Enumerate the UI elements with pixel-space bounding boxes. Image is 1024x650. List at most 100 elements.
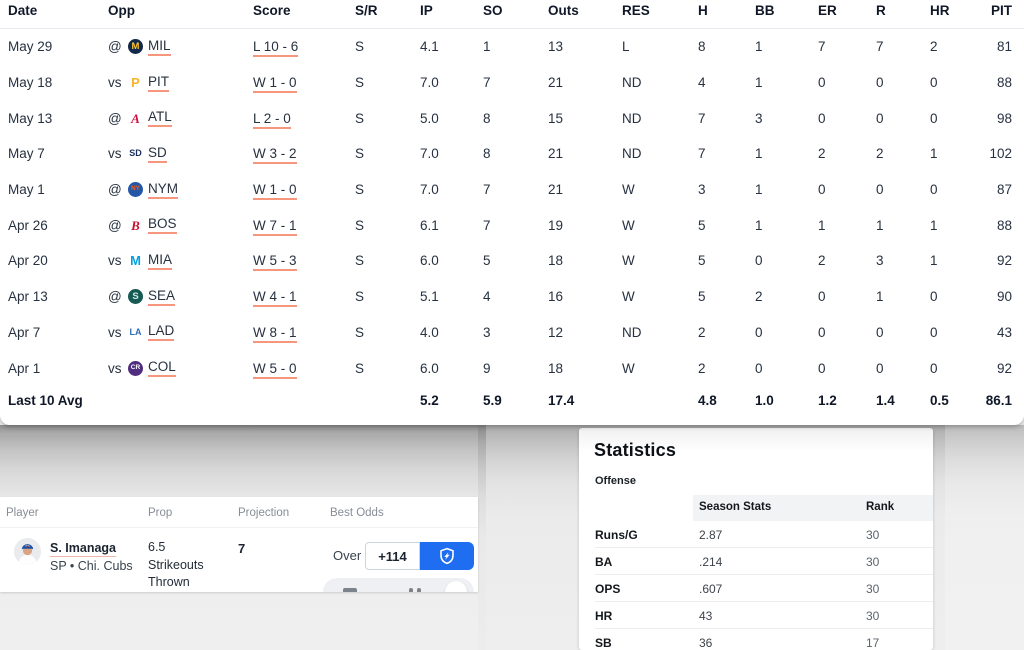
stat-outs: 16 [548, 289, 564, 305]
stat-ip: 7.0 [420, 182, 439, 198]
statistics-row: SB 36 17 [579, 629, 933, 650]
opp-prefix: vs [108, 75, 122, 91]
stat-res: W [622, 360, 635, 376]
stat-pit: 87 [996, 182, 1012, 198]
stat-bb: 0 [755, 324, 763, 340]
team-logo-icon: M [130, 253, 141, 269]
stat-label: SB [595, 636, 612, 650]
stat-h: 2 [698, 360, 706, 376]
stat-res: W [622, 289, 635, 305]
stat-ip: 4.1 [420, 39, 439, 55]
team-link[interactable]: ATL [148, 109, 172, 128]
team-link[interactable]: SD [148, 145, 167, 163]
statistics-row: HR 43 30 [579, 602, 933, 629]
stat-label: OPS [595, 582, 621, 596]
score-link[interactable]: L 10 - 6 [253, 39, 299, 58]
partial-odds-row[interactable] [323, 578, 474, 592]
stat-h: 5 [698, 217, 706, 233]
game-date: May 1 [8, 182, 45, 198]
column-header-h: H [698, 3, 708, 18]
stat-h: 3 [698, 182, 706, 198]
stat-pit: 92 [996, 253, 1012, 269]
column-header-hr: HR [930, 3, 950, 18]
stat-ip: 6.0 [420, 253, 439, 269]
stat-h: 2 [698, 324, 706, 340]
team-link[interactable]: COL [148, 359, 176, 378]
stat-bb: 2 [755, 289, 763, 305]
opponent-cell: @ NY NYM [108, 181, 253, 199]
score-cell: W 7 - 1 [253, 217, 355, 236]
stat-so: 1 [483, 39, 491, 55]
team-link[interactable]: PIT [148, 74, 170, 92]
props-header-projection: Projection [238, 507, 290, 519]
stat-r: 2 [876, 146, 884, 162]
score-link[interactable]: W 8 - 1 [253, 324, 297, 343]
stat-bb: 1 [755, 39, 763, 55]
stat-h: 7 [698, 146, 706, 162]
opponent-cell: vs LA LAD [108, 323, 253, 342]
prop-line-value: 6.5 [148, 540, 166, 554]
statistics-rows: Runs/G 2.87 30 BA .214 30 OPS .607 30 HR 43 30 SB 36 1… [579, 521, 933, 650]
score-link[interactable]: W 4 - 1 [253, 289, 297, 308]
score-link[interactable]: W 5 - 0 [253, 360, 297, 379]
avg-h: 4.8 [698, 392, 717, 408]
stat-sr: S [355, 253, 365, 269]
stat-ip: 6.1 [420, 217, 439, 233]
props-header-player: Player [6, 507, 39, 519]
score-link[interactable]: W 7 - 1 [253, 217, 297, 236]
team-link[interactable]: NYM [148, 181, 178, 199]
player-name-link[interactable]: S. Imanaga [50, 541, 116, 557]
stat-outs: 21 [548, 75, 564, 91]
fanduel-bet-button[interactable] [420, 542, 474, 570]
stat-sr: S [355, 217, 365, 233]
score-link[interactable]: W 5 - 3 [253, 253, 297, 272]
score-link[interactable]: W 3 - 2 [253, 146, 297, 165]
stat-bb: 3 [755, 110, 763, 126]
stat-sr: S [355, 75, 365, 91]
stat-pit: 43 [996, 324, 1012, 340]
odds-value-button[interactable]: +114 [365, 542, 420, 570]
stat-res: W [622, 217, 635, 233]
stat-res: ND [622, 324, 642, 340]
stat-ip: 7.0 [420, 75, 439, 91]
stat-h: 7 [698, 110, 706, 126]
stat-er: 0 [818, 360, 826, 376]
background-band: Player Prop Projection Best Odds S. Iman… [0, 425, 1024, 650]
gamelog-body: May 29 @ M MIL L 10 - 6 S 4.1 1 13 L 8 1 7 7 2 81 May 18… [0, 29, 1024, 386]
team-logo-icon: SD [129, 148, 142, 159]
stat-sr: S [355, 289, 365, 305]
stat-outs: 21 [548, 182, 564, 198]
opponent-cell: @ A ATL [108, 109, 253, 128]
stat-so: 7 [483, 217, 491, 233]
opp-prefix: vs [108, 360, 122, 376]
book-logo-circle [445, 581, 467, 592]
game-row: May 13 @ A ATL L 2 - 0 S 5.0 8 15 ND 7 3 0 0 0 98 [0, 100, 1024, 136]
window-gap [478, 425, 486, 650]
stat-h: 8 [698, 39, 706, 55]
column-header-opp: Opp [108, 3, 135, 18]
stat-ip: 6.0 [420, 360, 439, 376]
avg-ip: 5.2 [420, 392, 439, 408]
game-row: Apr 20 vs M MIA W 5 - 3 S 6.0 5 18 W 5 0 2 3 1 92 [0, 243, 1024, 279]
stat-rank-value: 30 [866, 555, 880, 569]
score-link[interactable]: W 1 - 0 [253, 75, 297, 94]
prop-line-stat: Strikeouts [148, 557, 204, 572]
team-link[interactable]: BOS [148, 216, 177, 235]
stat-pit: 102 [989, 146, 1012, 162]
score-link[interactable]: L 2 - 0 [253, 110, 291, 129]
score-link[interactable]: W 1 - 0 [253, 182, 297, 201]
stat-pit: 92 [996, 360, 1012, 376]
stat-res: ND [622, 146, 642, 162]
stat-r: 3 [876, 253, 884, 269]
team-link[interactable]: SEA [148, 288, 176, 306]
team-link[interactable]: MIL [148, 38, 171, 56]
team-link[interactable]: LAD [148, 323, 175, 342]
column-header-res: RES [622, 3, 650, 18]
game-date: Apr 1 [8, 360, 41, 376]
statistics-card: Statistics Offense Season Stats Rank Run… [579, 428, 933, 650]
team-link[interactable]: MIA [148, 252, 173, 270]
stat-er: 1 [818, 217, 826, 233]
opponent-cell: @ M MIL [108, 38, 253, 56]
opponent-cell: @ B BOS [108, 216, 253, 235]
score-cell: W 5 - 3 [253, 253, 355, 272]
